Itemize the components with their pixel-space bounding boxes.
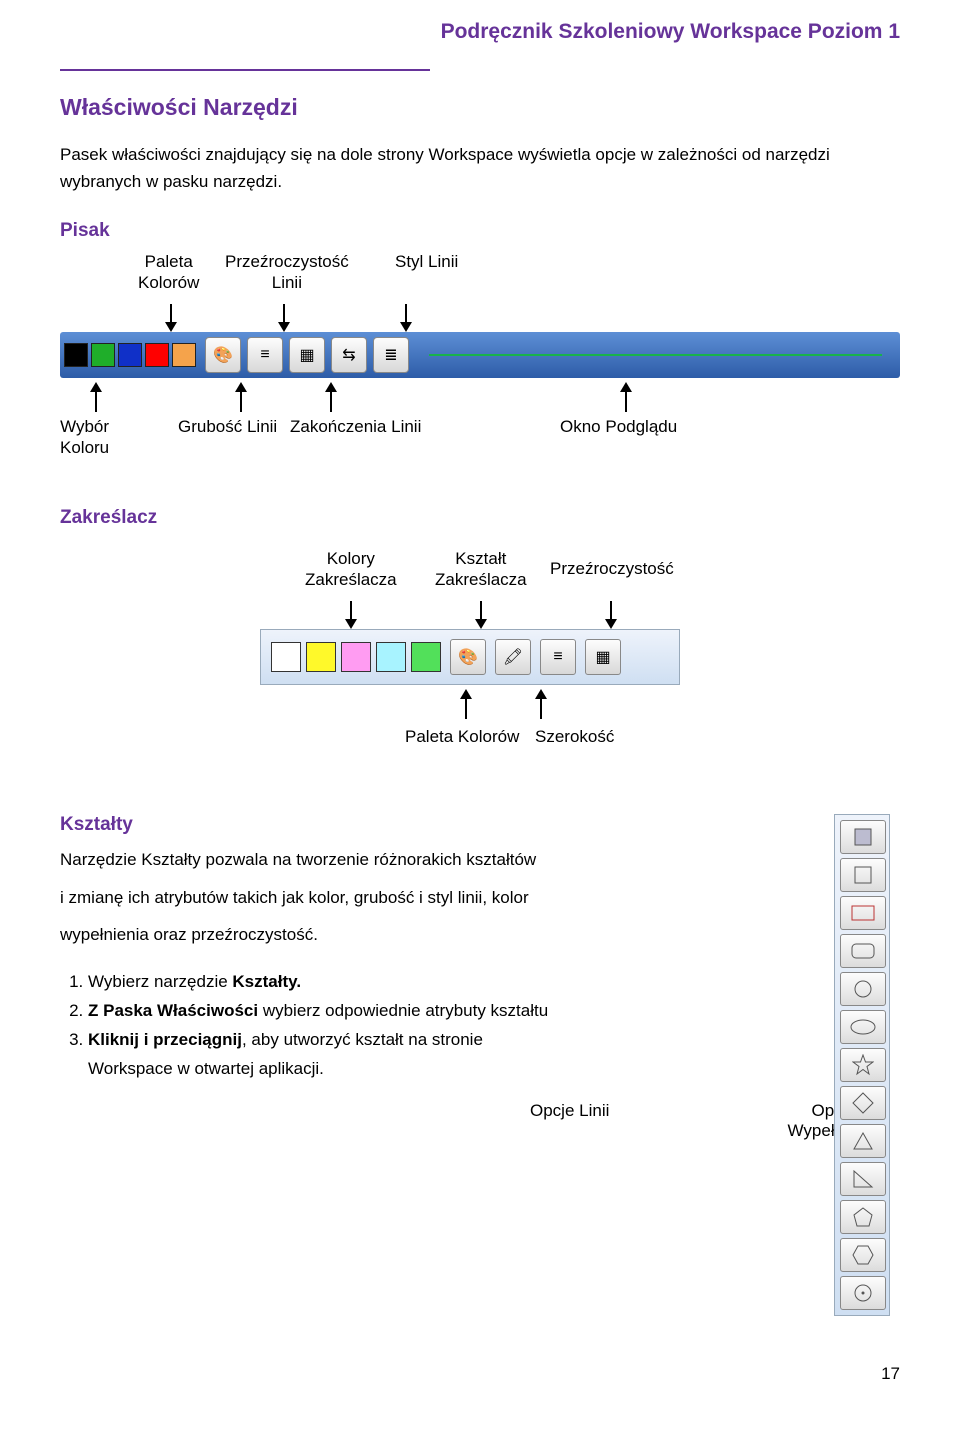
label-thickness: Grubość Linii	[178, 417, 277, 437]
pen-diagram: Paleta Kolorów Przeźroczystość Linii Sty…	[60, 252, 900, 482]
arrow-icon	[325, 382, 337, 392]
palette-button[interactable]: 🎨	[205, 337, 241, 373]
shape-pentagon-icon[interactable]	[840, 1200, 886, 1234]
label-hl-colors: Kolory Zakreślacza	[305, 549, 397, 590]
label-transparency: Przeźroczystość Linii	[225, 252, 349, 293]
page-number: 17	[60, 1364, 900, 1384]
section-tools-properties-title: Właściwości Narzędzi	[60, 94, 900, 121]
line-style-button[interactable]: ≣	[373, 337, 409, 373]
step-text: Wybierz narzędzie	[88, 972, 232, 991]
shapes-steps: Wybierz narzędzie Kształty. Z Paska Właś…	[60, 968, 728, 1084]
shapes-p2: i zmianę ich atrybutów takich jak kolor,…	[60, 884, 720, 911]
shape-triangle-icon[interactable]	[840, 1124, 886, 1158]
arrow-icon	[235, 382, 247, 392]
shape-dot-circle-icon[interactable]	[840, 1276, 886, 1310]
preview-line	[429, 354, 882, 356]
transparency-button[interactable]: ▦	[585, 639, 621, 675]
step-1: Wybierz narzędzie Kształty.	[88, 968, 728, 997]
step-text: Workspace w otwartej aplikacji.	[88, 1059, 324, 1078]
shape-star-icon[interactable]	[840, 1048, 886, 1082]
arrow-icon	[278, 322, 290, 332]
color-swatch[interactable]	[118, 343, 142, 367]
step-bold: Kształty.	[232, 972, 301, 991]
step-3: Kliknij i przeciągnij, aby utworzyć kszt…	[88, 1026, 728, 1084]
color-swatch[interactable]	[411, 642, 441, 672]
label-endings: Zakończenia Linii	[290, 417, 421, 437]
shape-hexagon-icon[interactable]	[840, 1238, 886, 1272]
line-endings-button[interactable]: ⇆	[331, 337, 367, 373]
label-width: Szerokość	[535, 727, 614, 747]
header-title: Podręcznik Szkoleniowy Workspace Poziom …	[430, 20, 900, 44]
width-button[interactable]: ≡	[540, 639, 576, 675]
pen-toolbar: 🎨 ≡ ▦ ⇆ ≣	[60, 332, 900, 378]
shape-filled-square-icon[interactable]	[840, 820, 886, 854]
color-swatch[interactable]	[376, 642, 406, 672]
shape-diamond-icon[interactable]	[840, 1086, 886, 1120]
header-rule	[60, 69, 430, 71]
arrow-icon	[475, 619, 487, 629]
label-hl-transparency: Przeźroczystość	[550, 559, 674, 579]
shape-right-triangle-icon[interactable]	[840, 1162, 886, 1196]
shapes-p1: Narzędzie Kształty pozwala na tworzenie …	[60, 846, 720, 873]
arrow-icon	[90, 382, 102, 392]
shape-square-icon[interactable]	[840, 858, 886, 892]
arrow-icon	[165, 322, 177, 332]
label-palette: Paleta Kolorów	[138, 252, 199, 293]
arrow-icon	[620, 382, 632, 392]
shape-rounded-rect-icon[interactable]	[840, 934, 886, 968]
thickness-button[interactable]: ≡	[247, 337, 283, 373]
transparency-button[interactable]: ▦	[289, 337, 325, 373]
highlighter-toolbar: 🎨 🖍 ≡ ▦	[260, 629, 680, 685]
shapes-title: Kształty	[60, 814, 720, 836]
label-hl-shape: Kształt Zakreślacza	[435, 549, 527, 590]
label-line-style: Styl Linii	[395, 252, 458, 272]
shapes-section: Kształty Narzędzie Kształty pozwala na t…	[60, 814, 900, 1334]
shapes-p3: wypełnienia oraz przeźroczystość.	[60, 921, 720, 948]
arrow-icon	[345, 619, 357, 629]
color-swatch[interactable]	[145, 343, 169, 367]
label-color-pick: Wybór Koloru	[60, 417, 109, 458]
color-swatch[interactable]	[91, 343, 115, 367]
color-swatch[interactable]	[306, 642, 336, 672]
step-text: , aby utworzyć kształt na stronie	[242, 1030, 483, 1049]
color-swatch[interactable]	[341, 642, 371, 672]
label-palette2: Paleta Kolorów	[405, 727, 519, 747]
highlighter-diagram: Kolory Zakreślacza Kształt Zakreślacza P…	[60, 549, 900, 789]
palette-button[interactable]: 🎨	[450, 639, 486, 675]
arrow-icon	[535, 689, 547, 699]
intro-text: Pasek właściwości znajdujący się na dole…	[60, 141, 900, 195]
arrow-icon	[400, 322, 412, 332]
pen-title: Pisak	[60, 220, 900, 242]
arrow-icon	[460, 689, 472, 699]
step-text: wybierz odpowiednie atrybuty kształtu	[258, 1001, 548, 1020]
highlighter-shape-button[interactable]: 🖍	[495, 639, 531, 675]
label-line-options: Opcje Linii	[530, 1101, 609, 1141]
step-bold: Kliknij i przeciągnij	[88, 1030, 242, 1049]
step-bold: Z Paska Właściwości	[88, 1001, 258, 1020]
label-preview: Okno Podglądu	[560, 417, 677, 437]
color-swatch[interactable]	[172, 343, 196, 367]
shapes-palette	[834, 814, 890, 1316]
shape-circle-icon[interactable]	[840, 972, 886, 1006]
step-2: Z Paska Właściwości wybierz odpowiednie …	[88, 997, 728, 1026]
highlighter-title: Zakreślacz	[60, 507, 900, 529]
color-swatch[interactable]	[64, 343, 88, 367]
arrow-icon	[605, 619, 617, 629]
shape-ellipse-icon[interactable]	[840, 1010, 886, 1044]
color-swatch[interactable]	[271, 642, 301, 672]
page-container: Podręcznik Szkoleniowy Workspace Poziom …	[0, 0, 960, 1414]
shape-rect-icon[interactable]	[840, 896, 886, 930]
